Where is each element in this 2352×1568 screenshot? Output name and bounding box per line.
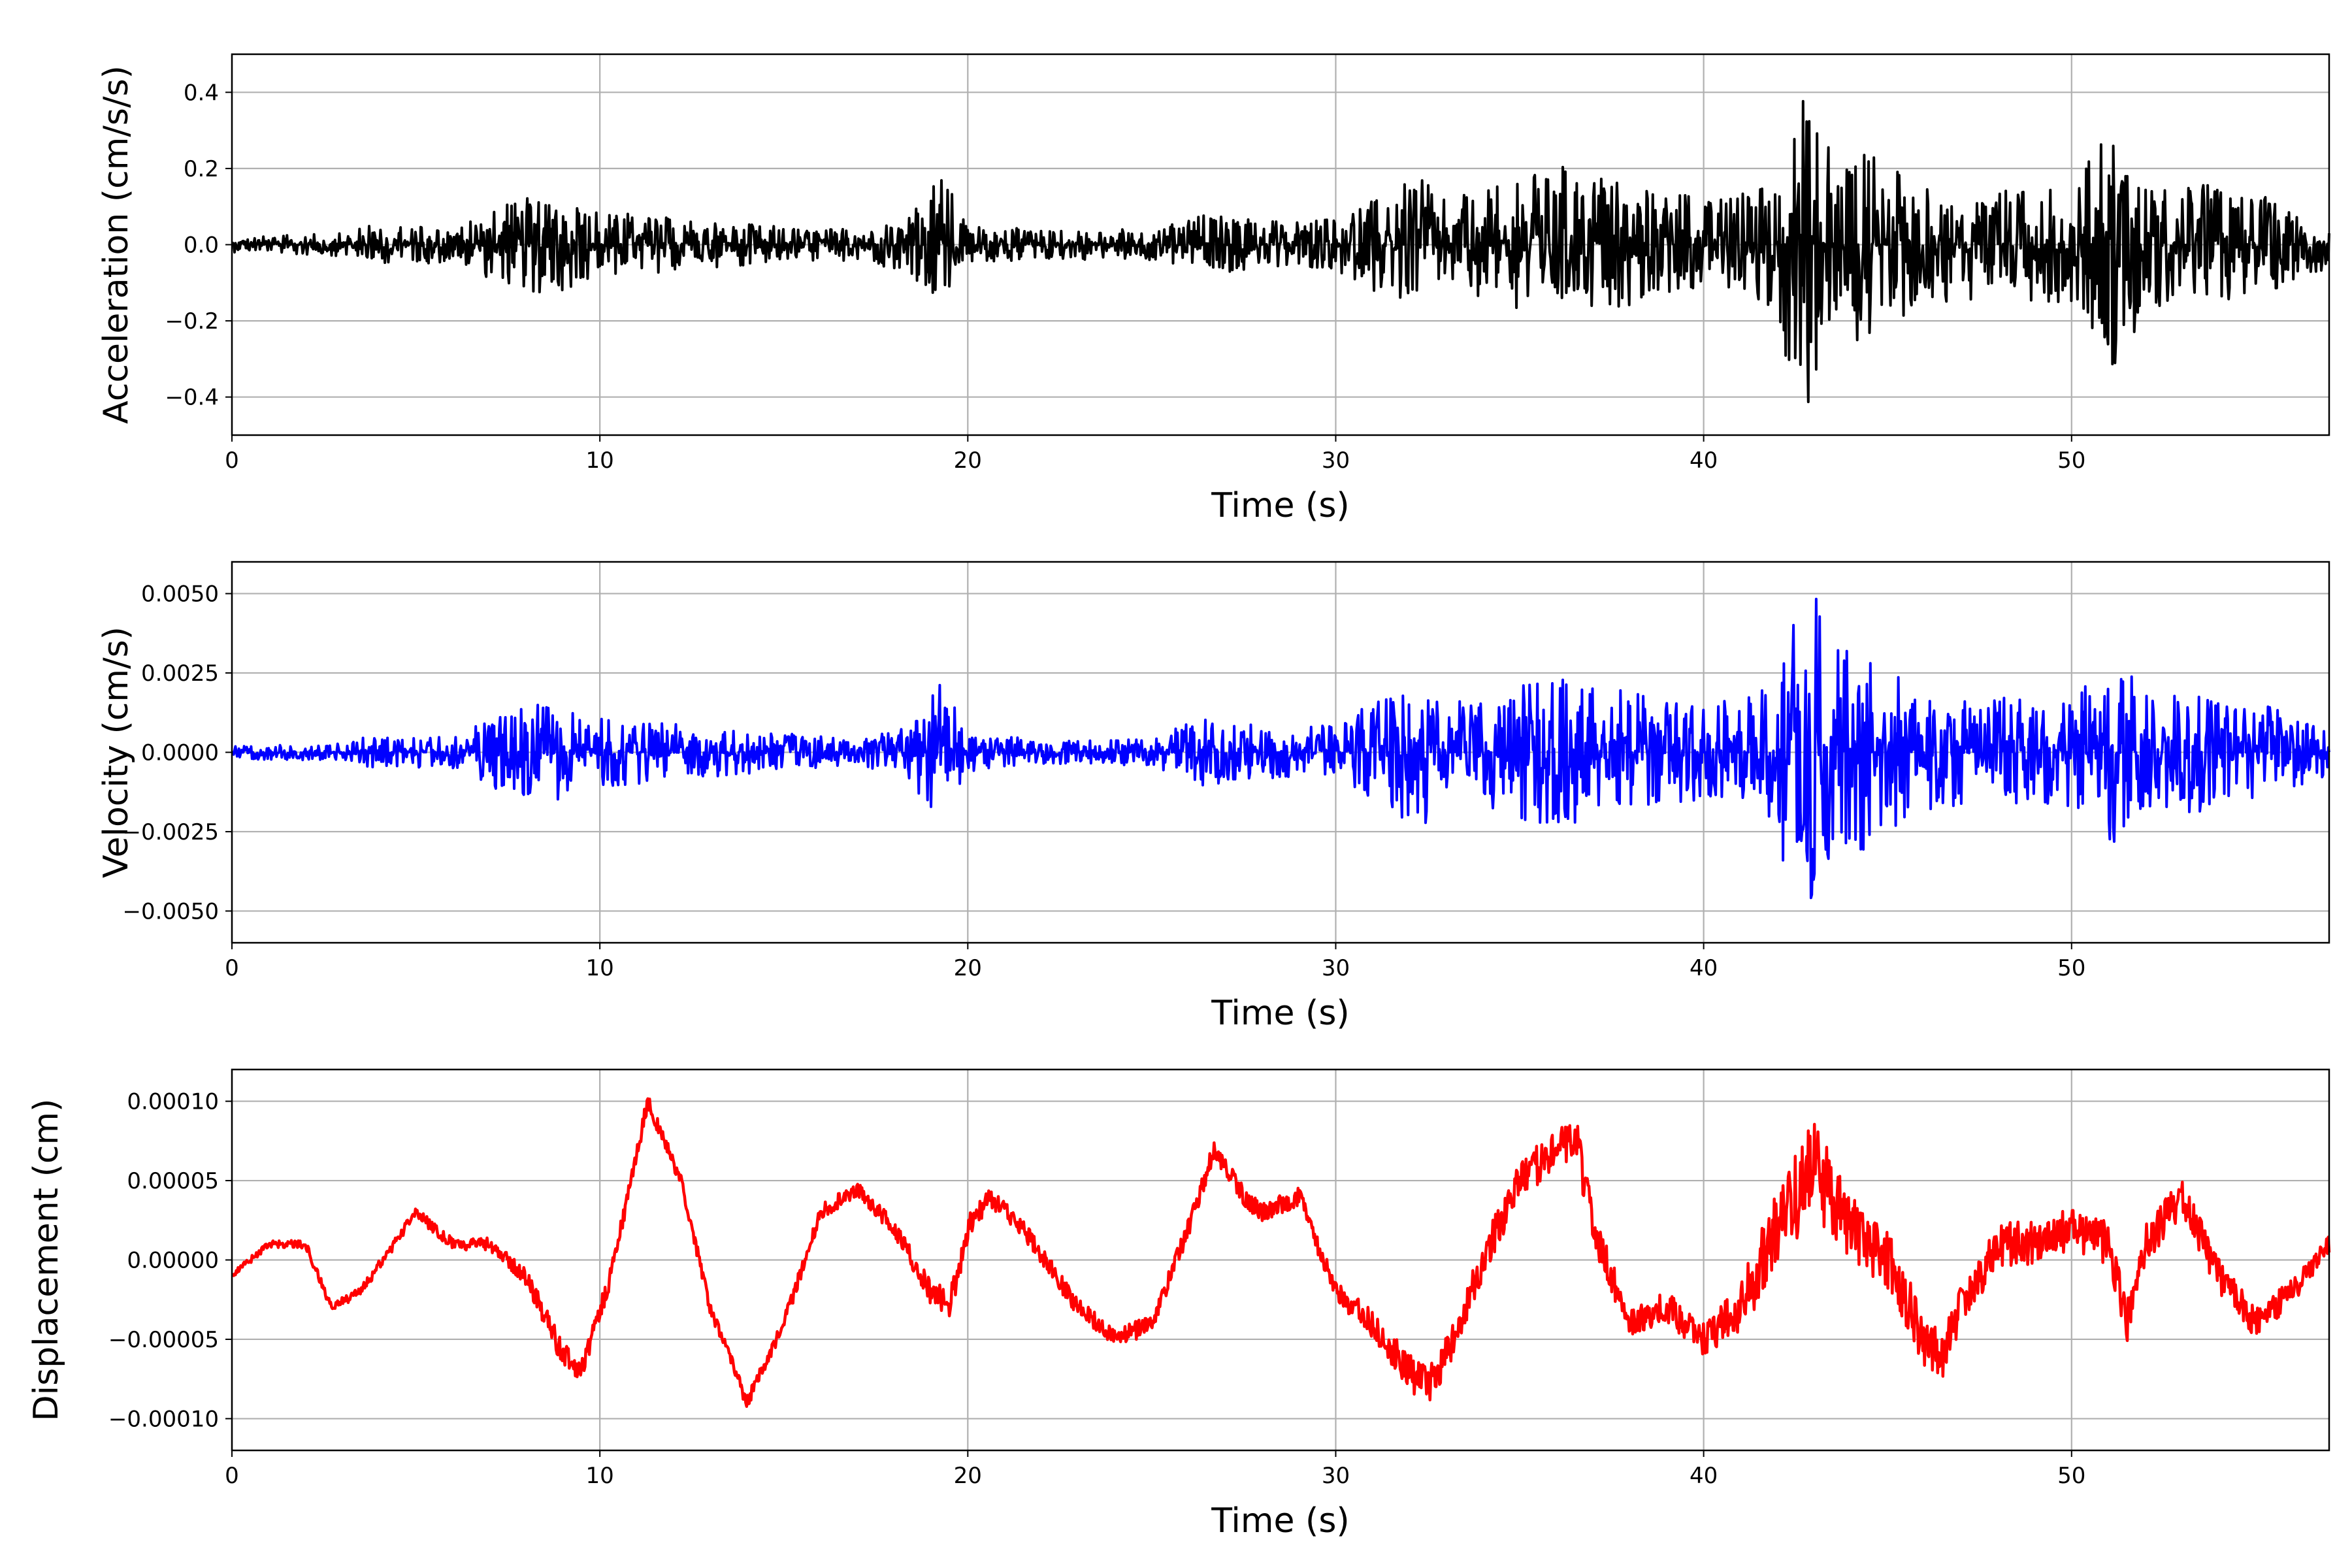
displacement-y-tick-label: −0.00010 — [108, 1406, 219, 1432]
velocity-x-axis-label: Time (s) — [1211, 994, 1349, 1033]
velocity-y-tick-label: 0.0000 — [141, 740, 219, 766]
displacement-grid — [231, 1070, 2329, 1450]
acceleration-x-tick-label: 20 — [954, 448, 982, 474]
displacement-x-tick-label: 30 — [1322, 1463, 1350, 1489]
acceleration-x-tick-label: 10 — [586, 448, 614, 474]
acceleration-panel: 0 10 20 30 40 50 −0.4 −0.2 0.0 0.2 0.4 Time (s) Ac… — [97, 53, 2330, 525]
displacement-x-tick-label: 40 — [1690, 1463, 1718, 1489]
velocity-x-tick-label: 50 — [2057, 955, 2085, 981]
acceleration-y-tick-label: 0.0 — [184, 233, 219, 259]
displacement-x-tick-label: 50 — [2057, 1463, 2085, 1489]
displacement-y-tick-label: 0.00010 — [127, 1089, 219, 1115]
acceleration-x-tick-label: 40 — [1690, 448, 1718, 474]
displacement-x-tick-label: 10 — [586, 1463, 614, 1489]
displacement-panel: 0 10 20 30 40 50 −0.00010 −0.00005 0.00000 0.0000… — [27, 1068, 2331, 1541]
velocity-ticks: 0 10 20 30 40 50 −0.0050 −0.0025 0.0000 0.0025 0.0… — [123, 581, 2086, 981]
acceleration-plot-frame — [231, 53, 2330, 436]
acceleration-y-tick-label: −0.2 — [165, 308, 219, 335]
displacement-x-tick-label: 0 — [225, 1463, 239, 1489]
displacement-plot-frame — [231, 1068, 2330, 1452]
acceleration-y-axis-label: Acceleration (cm/s/s) — [97, 65, 136, 424]
displacement-y-axis-label: Displacement (cm) — [27, 1099, 66, 1422]
displacement-x-axis-label: Time (s) — [1211, 1501, 1349, 1541]
displacement-y-tick-label: 0.00000 — [127, 1248, 219, 1274]
velocity-y-tick-label: 0.0025 — [141, 661, 219, 687]
acceleration-y-tick-label: 0.4 — [184, 80, 219, 106]
acceleration-x-tick-label: 30 — [1322, 448, 1350, 474]
displacement-x-tick-label: 20 — [954, 1463, 982, 1489]
displacement-series-line — [231, 1097, 2331, 1408]
velocity-plot-frame — [231, 561, 2330, 944]
acceleration-ticks: 0 10 20 30 40 50 −0.4 −0.2 0.0 0.2 0.4 — [165, 80, 2085, 474]
velocity-y-tick-label: −0.0025 — [123, 819, 219, 845]
velocity-series-line — [231, 597, 2330, 900]
acceleration-y-tick-label: −0.4 — [165, 385, 219, 411]
velocity-y-tick-label: −0.0050 — [123, 898, 219, 924]
velocity-x-tick-label: 10 — [586, 955, 614, 981]
velocity-x-tick-label: 40 — [1690, 955, 1718, 981]
velocity-y-axis-label: Velocity (cm/s) — [97, 627, 136, 878]
displacement-y-tick-label: −0.00005 — [108, 1327, 219, 1353]
acceleration-x-axis-label: Time (s) — [1211, 486, 1349, 525]
acceleration-x-tick-label: 0 — [225, 448, 239, 474]
acceleration-x-tick-label: 50 — [2057, 448, 2085, 474]
velocity-x-tick-label: 20 — [954, 955, 982, 981]
displacement-ticks: 0 10 20 30 40 50 −0.00010 −0.00005 0.00000 0.0000… — [108, 1089, 2086, 1489]
velocity-x-tick-label: 0 — [225, 955, 239, 981]
velocity-x-tick-label: 30 — [1322, 955, 1350, 981]
acceleration-y-tick-label: 0.2 — [184, 156, 219, 182]
velocity-y-tick-label: 0.0050 — [141, 581, 219, 608]
acceleration-series-line — [231, 100, 2330, 404]
displacement-y-tick-label: 0.00005 — [127, 1168, 219, 1194]
velocity-panel: 0 10 20 30 40 50 −0.0050 −0.0025 0.0000 0.0025 0.0… — [97, 561, 2330, 1033]
